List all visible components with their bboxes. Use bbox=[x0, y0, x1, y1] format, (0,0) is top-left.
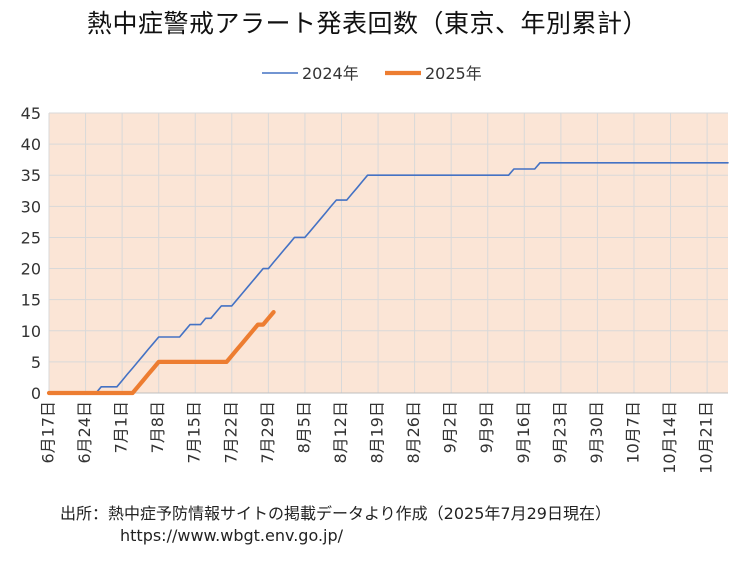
y-tick-label: 5 bbox=[31, 353, 41, 372]
y-tick-label: 10 bbox=[21, 322, 41, 341]
x-tick-label: 10月7日 bbox=[623, 401, 642, 464]
plot-area bbox=[49, 113, 728, 393]
x-tick-label: 8月19日 bbox=[368, 401, 387, 464]
x-tick-label: 6月17日 bbox=[39, 401, 58, 464]
x-tick-label: 7月29日 bbox=[258, 401, 277, 464]
legend-label-2024年: 2024年 bbox=[302, 64, 359, 83]
source-url[interactable]: https://www.wbgt.env.go.jp/ bbox=[120, 526, 344, 545]
x-tick-label: 7月22日 bbox=[221, 401, 240, 464]
x-tick-label: 9月30日 bbox=[587, 401, 606, 464]
x-tick-label: 7月1日 bbox=[112, 401, 131, 453]
chart-title: 熱中症警戒アラート発表回数（東京、年別累計） bbox=[86, 9, 648, 38]
y-tick-label: 40 bbox=[21, 135, 41, 154]
y-tick-label: 20 bbox=[21, 260, 41, 279]
y-tick-label: 0 bbox=[31, 384, 41, 403]
x-tick-label: 8月12日 bbox=[331, 401, 350, 464]
y-tick-label: 30 bbox=[21, 197, 41, 216]
y-tick-label: 45 bbox=[21, 104, 41, 123]
x-tick-label: 7月15日 bbox=[185, 401, 204, 464]
x-tick-label: 7月8日 bbox=[148, 401, 167, 453]
y-tick-label: 35 bbox=[21, 166, 41, 185]
x-tick-label: 6月24日 bbox=[75, 401, 94, 464]
x-tick-label: 8月5日 bbox=[294, 401, 313, 453]
x-tick-label: 9月23日 bbox=[550, 401, 569, 464]
x-tick-label: 10月14日 bbox=[660, 401, 679, 474]
x-tick-label: 10月21日 bbox=[697, 401, 716, 474]
x-tick-label: 9月16日 bbox=[514, 401, 533, 464]
y-tick-label: 25 bbox=[21, 228, 41, 247]
x-tick-label: 9月9日 bbox=[477, 401, 496, 453]
series-line-2024年 bbox=[48, 162, 729, 394]
x-tick-label: 8月26日 bbox=[404, 401, 423, 464]
x-tick-label: 9月2日 bbox=[441, 401, 460, 453]
source-note: 出所：熱中症予防情報サイトの掲載データより作成（2025年7月29日現在） bbox=[60, 504, 611, 523]
y-tick-label: 15 bbox=[21, 291, 41, 310]
series-line-2025年 bbox=[46, 310, 276, 396]
legend-label-2025年: 2025年 bbox=[425, 64, 482, 83]
